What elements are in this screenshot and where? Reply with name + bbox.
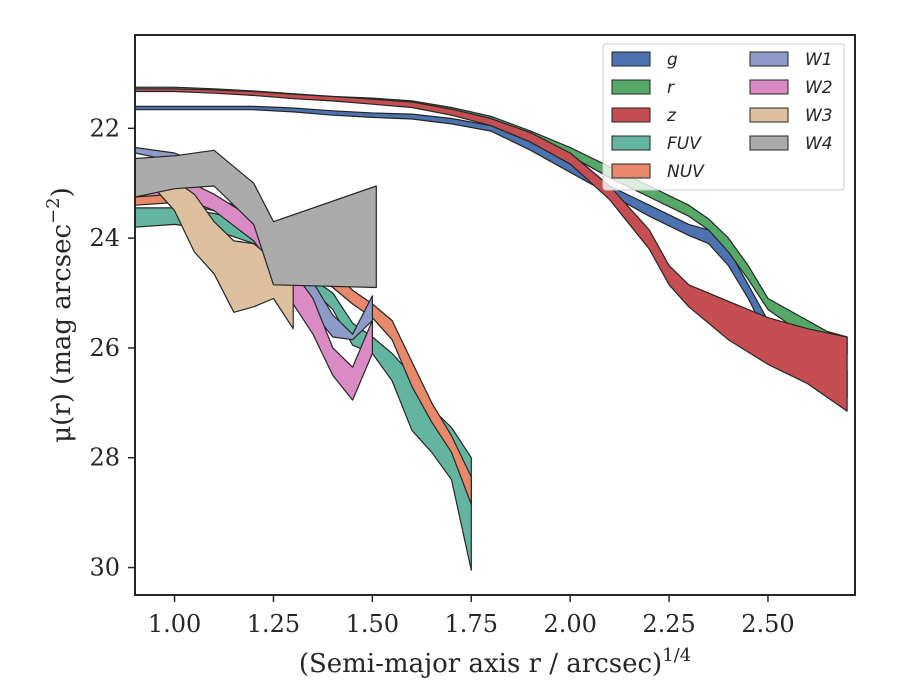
x-tick-label: 2.00 — [543, 610, 596, 638]
legend-label-w2: W2 — [805, 78, 833, 98]
y-tick-label: 24 — [89, 224, 120, 252]
x-tick-label: 1.50 — [346, 610, 399, 638]
legend-label-w1: W1 — [805, 50, 833, 70]
y-axis-ticks: 22 24 26 28 30 — [89, 114, 135, 582]
legend-label-nuv: NUV — [667, 162, 705, 182]
legend-swatch-z — [611, 107, 651, 123]
legend-label-z: z — [666, 106, 677, 126]
y-tick-label: 22 — [89, 114, 120, 142]
legend: grz FUV NUV W1 W2 W3 W4 — [602, 43, 845, 191]
x-tick-label: 1.00 — [148, 610, 201, 638]
legend-label-w4: W4 — [805, 134, 833, 154]
x-tick-label: 2.50 — [741, 610, 794, 638]
legend-swatch-w2 — [749, 79, 789, 95]
legend-label-fuv: FUV — [667, 134, 702, 154]
legend-label-r: r — [667, 78, 675, 98]
legend-swatch-r — [611, 79, 651, 95]
legend-swatch-nuv — [611, 163, 651, 179]
x-tick-label: 2.25 — [642, 610, 695, 638]
legend-swatch-w1 — [749, 51, 789, 67]
plot-frame — [134, 34, 856, 596]
legend-swatch-w4 — [749, 135, 789, 151]
y-axis-title: μ(r) (mag arcsec−2) — [43, 187, 77, 443]
y-tick-label: 28 — [89, 444, 120, 472]
x-axis-title: (Semi-major axis r / arcsec)1/4 — [299, 645, 691, 679]
x-tick-label: 1.75 — [445, 610, 498, 638]
legend-swatch-fuv — [611, 135, 651, 151]
x-tick-label: 1.25 — [247, 610, 300, 638]
x-axis-ticks: 1.00 1.25 1.50 1.75 2.00 2.25 2.50 — [148, 595, 795, 638]
y-tick-label: 30 — [89, 554, 120, 582]
series-band-z — [135, 88, 848, 412]
legend-swatch-w3 — [749, 107, 789, 123]
series-band-w3 — [135, 177, 294, 330]
y-tick-label: 26 — [89, 334, 120, 362]
series-band-w4 — [135, 149, 377, 289]
legend-swatch-g — [611, 51, 651, 67]
legend-label-w3: W3 — [805, 106, 833, 126]
legend-label-g: g — [667, 50, 678, 70]
series-bands — [135, 86, 848, 571]
